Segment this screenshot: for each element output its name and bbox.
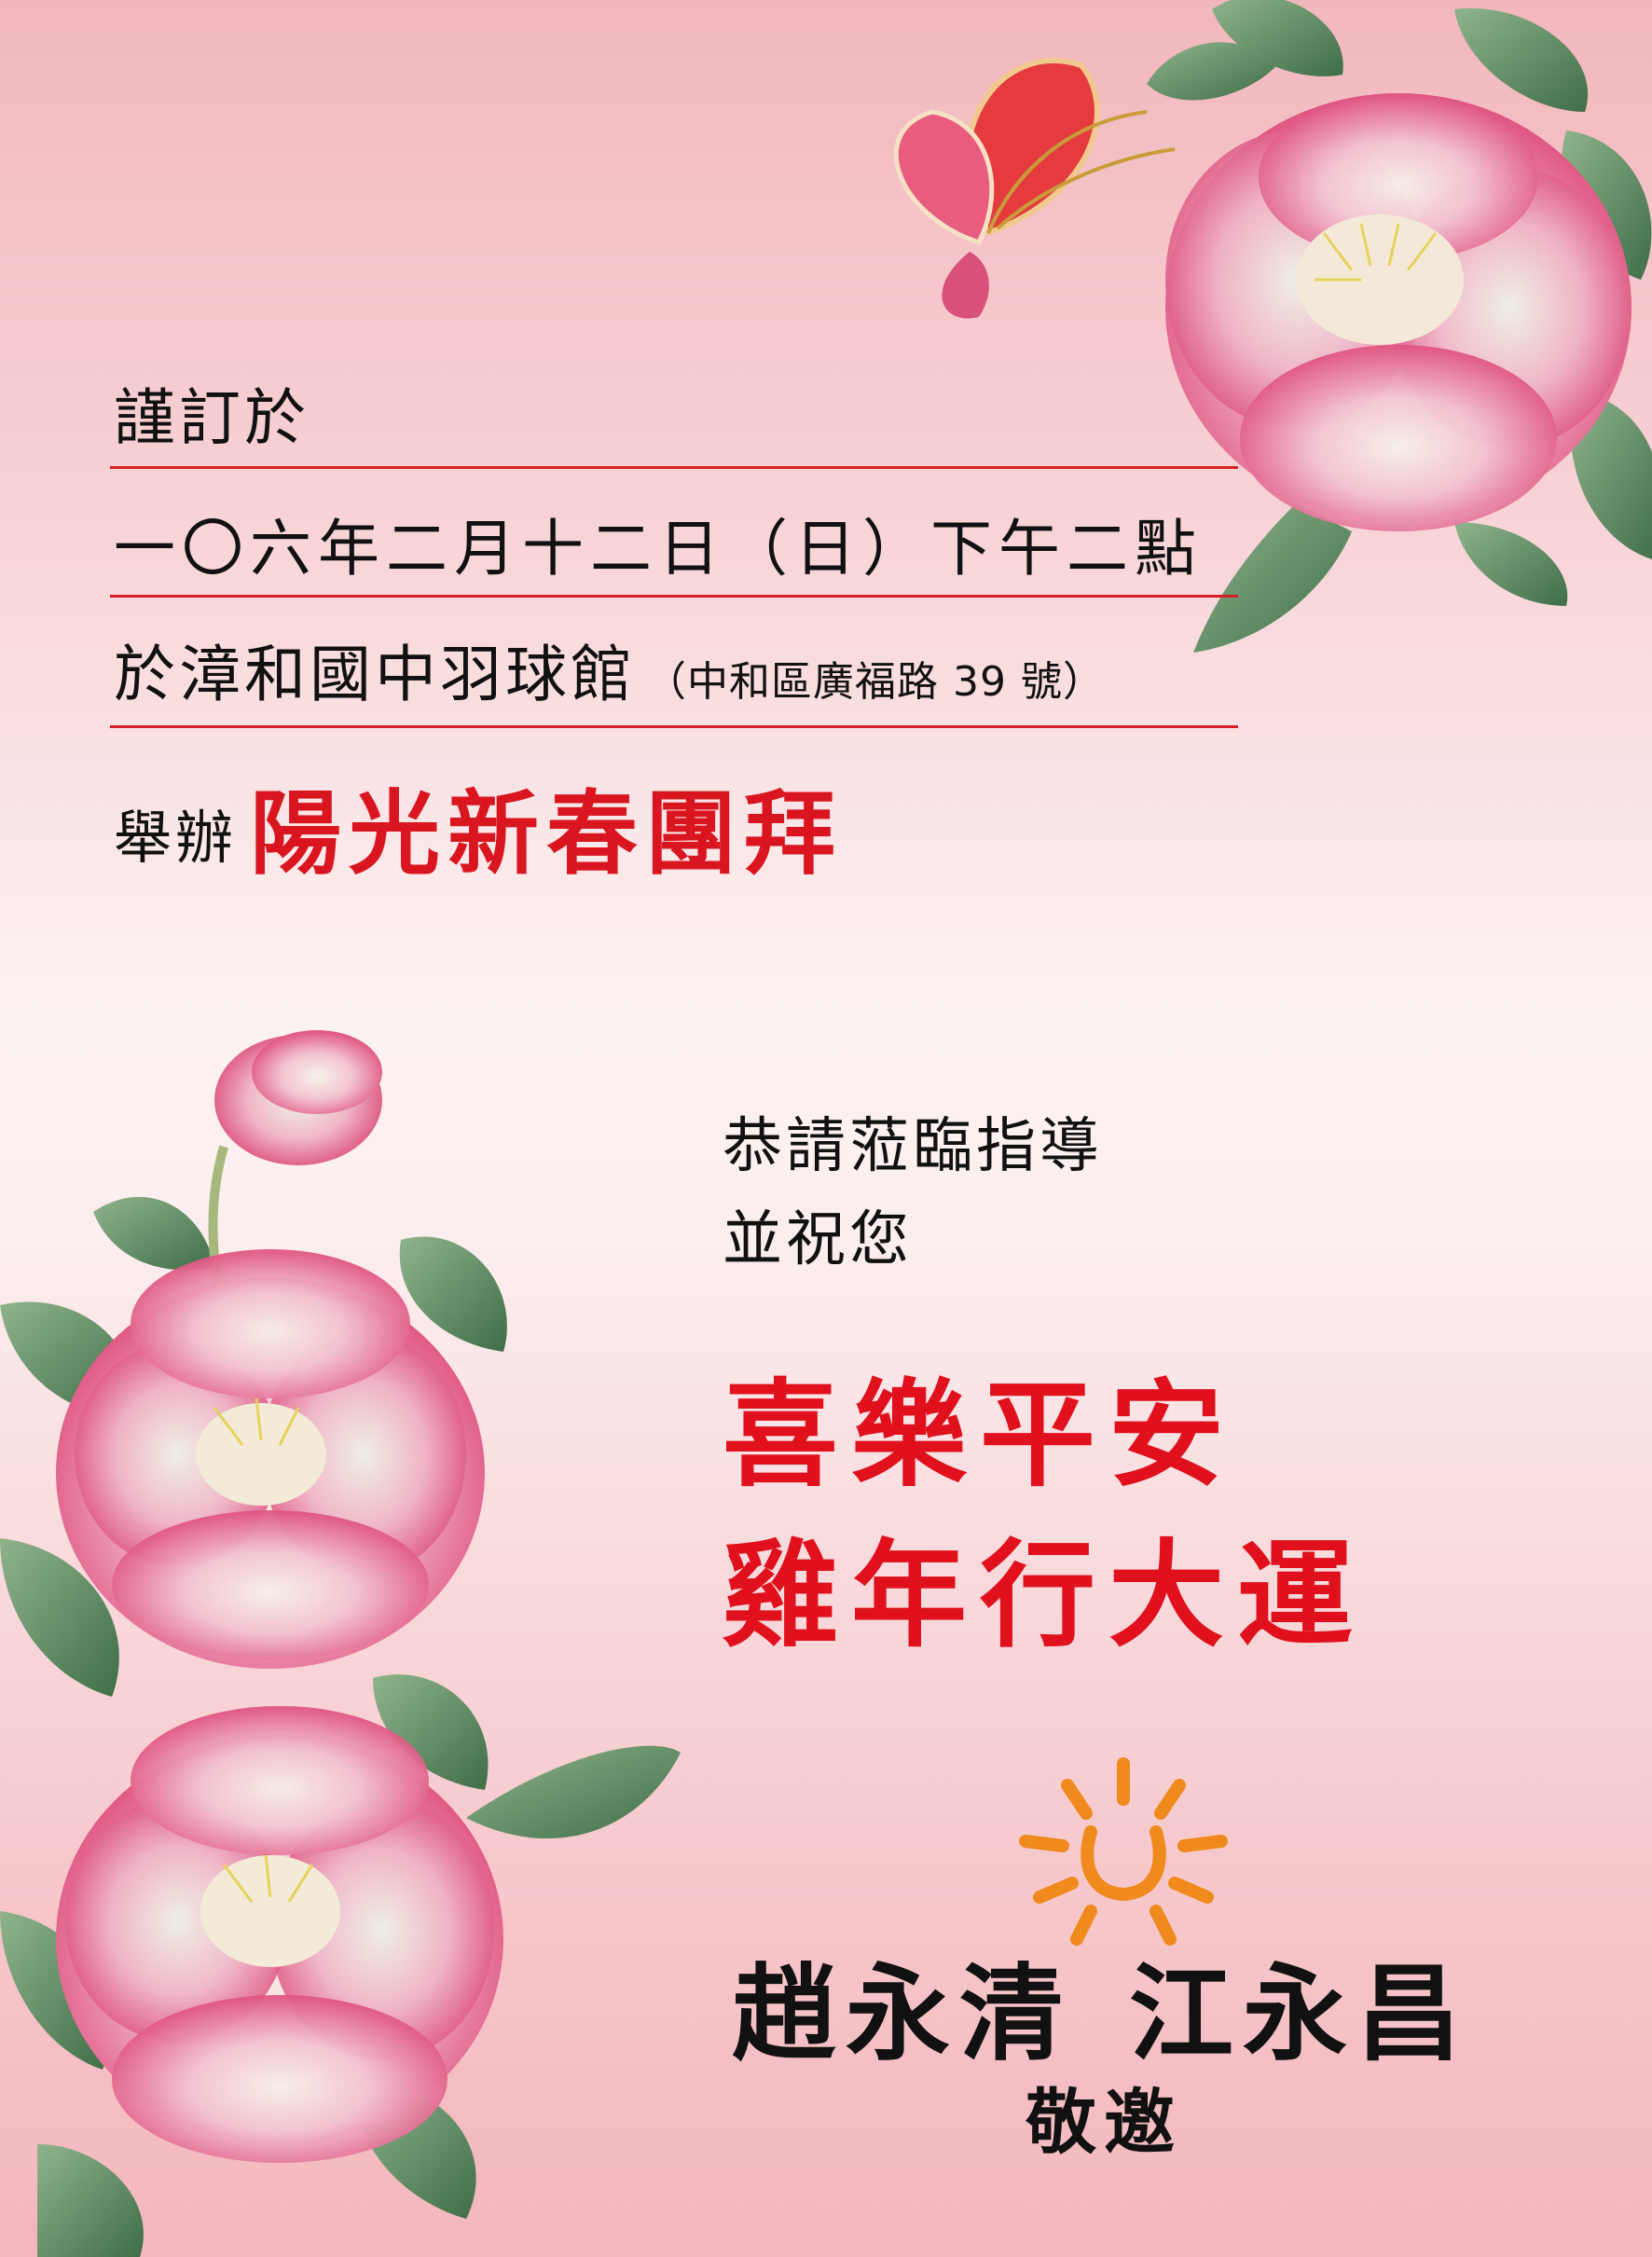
divider-line [110,466,1238,469]
host-prefix: 舉辦 [114,804,238,872]
event-venue: 於漳和國中羽球館 [114,639,636,710]
event-name: 陽光新春團拜 [250,780,844,888]
peony-flower-icon [56,1706,503,2163]
event-address: （中和區廣福路 39 號） [645,658,1105,706]
blessing-line-1: 喜樂平安 [723,1368,1238,1503]
invite-intro: 謹訂於 [114,382,310,454]
peony-flower-icon [56,1249,485,1669]
peony-bud-icon [214,1030,382,1165]
event-datetime: 一〇六年二月十二日（日）下午二點 [114,513,1203,585]
divider-line [110,725,1238,728]
divider-line [110,595,1238,598]
blessing-line-2: 雞年行大運 [723,1528,1367,1663]
peony-flower-icon [1165,93,1631,531]
host-names: 趙永清 江永昌 [732,1930,1470,2081]
wish-intro-text: 並祝您 [723,1205,913,1274]
sun-logo-icon [1019,1757,1228,1946]
event-venue-line: 於漳和國中羽球館 （中和區廣福路 39 號） [114,625,1105,714]
host-name-2: 江永昌 [1129,1953,1470,2075]
butterfly-icon [893,58,1176,319]
closing-text: 敬邀 [1026,2081,1182,2164]
leaf-icon [1147,0,1652,653]
host-name-1: 趙永清 [732,1953,1073,2075]
request-attendance-text: 恭請蒞臨指導 [723,1112,1103,1181]
event-title-line: 舉辦 陽光新春團拜 [114,760,843,892]
